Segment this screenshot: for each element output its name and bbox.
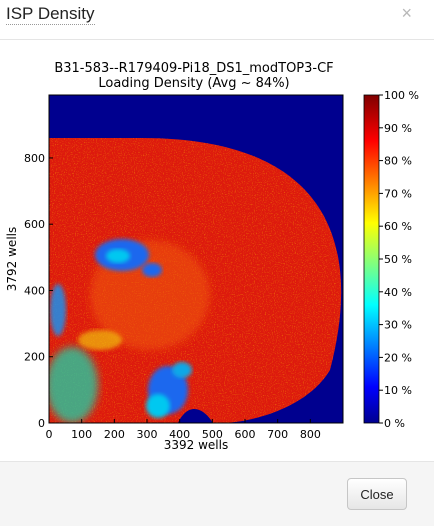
colorbar-tick-label: 30 %	[384, 319, 412, 332]
y-tick-label: 0	[38, 417, 45, 430]
close-icon[interactable]: ×	[401, 3, 412, 23]
y-tick-label: 200	[24, 351, 45, 364]
colorbar-tick-label: 40 %	[384, 286, 412, 299]
x-tick-label: 0	[46, 428, 53, 441]
edge-noise-region	[49, 347, 98, 423]
dialog-title: ISP Density	[6, 4, 95, 25]
header-divider	[0, 39, 434, 40]
plot-frame	[48, 94, 344, 424]
heatmap-image	[49, 94, 380, 424]
colorbar-tick-label: 80 %	[384, 155, 412, 168]
chart-title-line2: Loading Density (Avg ~ 84%)	[98, 76, 289, 91]
close-button[interactable]: Close	[347, 478, 407, 510]
colorbar-tick-label: 20 %	[384, 351, 412, 364]
colorbar-ticks: 0 % 10 % 20 % 30 % 40 % 50 % 60 % 70 % 80 % 90 % 1…	[379, 89, 419, 430]
colorbar-tick-label: 70 %	[384, 187, 412, 200]
x-tick-label: 800	[300, 428, 321, 441]
y-tick-label: 800	[24, 152, 45, 165]
y-tick-label: 600	[24, 218, 45, 231]
x-tick-label: 200	[104, 428, 125, 441]
dialog-footer: Close	[0, 461, 434, 526]
x-tick-label: 400	[169, 428, 190, 441]
x-tick-label: 100	[71, 428, 92, 441]
x-tick-label: 600	[235, 428, 256, 441]
colorbar-tick-label: 10 %	[384, 384, 412, 397]
colorbar-tick-label: 100 %	[384, 89, 419, 102]
x-axis-label: 3392 wells	[164, 438, 228, 452]
x-tick-label: 500	[202, 428, 223, 441]
isp-density-heatmap: B31-583--R179409-Pi18_DS1_modTOP3-CF Loa…	[5, 61, 419, 452]
colorbar-tick-label: 0 %	[384, 417, 405, 430]
colorbar-tick-label: 50 %	[384, 253, 412, 266]
x-tick-label: 300	[137, 428, 158, 441]
chart-title-line1: B31-583--R179409-Pi18_DS1_modTOP3-CF	[54, 61, 333, 76]
y-axis-label: 3792 wells	[5, 227, 19, 291]
x-axis-ticks: 0 100 200 300 400 500 600 700 800	[46, 419, 321, 441]
y-tick-label: 400	[24, 284, 45, 297]
y-axis-ticks: 0 200 400 600 800	[24, 152, 53, 430]
x-tick-label: 700	[267, 428, 288, 441]
colorbar	[363, 94, 380, 424]
colorbar-tick-label: 90 %	[384, 122, 412, 135]
colorbar-tick-label: 60 %	[384, 220, 412, 233]
